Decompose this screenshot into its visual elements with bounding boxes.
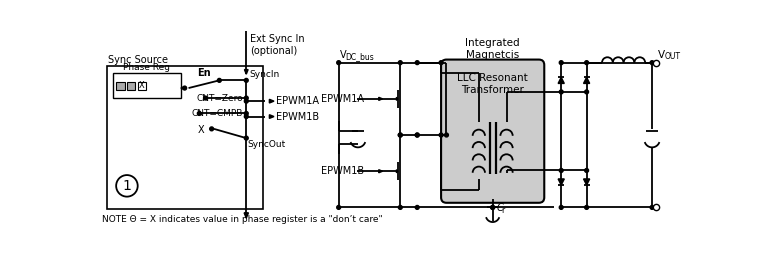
Text: CNT=CMPB: CNT=CMPB bbox=[192, 109, 243, 118]
Text: DC_bus: DC_bus bbox=[345, 52, 375, 61]
Circle shape bbox=[559, 205, 563, 209]
Text: Integrated
Magnetcis: Integrated Magnetcis bbox=[466, 38, 520, 60]
Circle shape bbox=[218, 78, 221, 82]
Text: SyncIn: SyncIn bbox=[250, 70, 280, 79]
Circle shape bbox=[584, 205, 588, 209]
Polygon shape bbox=[244, 70, 248, 74]
Circle shape bbox=[491, 205, 495, 209]
Text: V: V bbox=[658, 49, 666, 60]
Circle shape bbox=[204, 96, 208, 100]
Circle shape bbox=[439, 133, 443, 137]
Circle shape bbox=[337, 61, 341, 64]
Circle shape bbox=[650, 61, 654, 64]
Bar bbox=[116, 82, 125, 90]
Circle shape bbox=[491, 205, 495, 209]
Circle shape bbox=[415, 205, 419, 209]
Polygon shape bbox=[270, 115, 274, 118]
Text: OUT: OUT bbox=[664, 52, 680, 61]
Text: SyncOut: SyncOut bbox=[248, 140, 286, 149]
Bar bbox=[127, 82, 136, 90]
Polygon shape bbox=[378, 97, 382, 100]
Text: CNT=Zero: CNT=Zero bbox=[197, 93, 243, 103]
Circle shape bbox=[244, 96, 248, 100]
Text: 1: 1 bbox=[123, 179, 131, 193]
Circle shape bbox=[415, 133, 419, 137]
Circle shape bbox=[398, 133, 402, 137]
Circle shape bbox=[210, 127, 214, 131]
Circle shape bbox=[244, 112, 248, 116]
Text: LLC Resonant
Transformer: LLC Resonant Transformer bbox=[457, 73, 528, 95]
Polygon shape bbox=[397, 170, 398, 173]
Circle shape bbox=[398, 61, 402, 64]
Text: C: C bbox=[496, 203, 503, 213]
Polygon shape bbox=[397, 97, 398, 100]
Circle shape bbox=[337, 205, 341, 209]
Polygon shape bbox=[558, 77, 565, 83]
Text: X: X bbox=[139, 81, 145, 90]
Circle shape bbox=[244, 99, 248, 103]
Circle shape bbox=[398, 205, 402, 209]
Circle shape bbox=[650, 205, 654, 209]
Text: Sync Source: Sync Source bbox=[109, 55, 169, 65]
Polygon shape bbox=[181, 87, 185, 90]
Text: V: V bbox=[340, 49, 347, 60]
Circle shape bbox=[398, 133, 402, 137]
Bar bbox=[113, 74, 181, 98]
Circle shape bbox=[244, 78, 248, 82]
Circle shape bbox=[559, 61, 563, 64]
Circle shape bbox=[444, 133, 448, 137]
Circle shape bbox=[439, 61, 443, 64]
Text: EPWM1B: EPWM1B bbox=[321, 166, 364, 176]
Text: EPWM1B: EPWM1B bbox=[276, 112, 319, 121]
Text: r: r bbox=[501, 206, 504, 215]
Circle shape bbox=[415, 61, 419, 64]
Text: Phase Reg: Phase Reg bbox=[123, 63, 171, 72]
Circle shape bbox=[559, 169, 563, 172]
Text: X: X bbox=[198, 125, 204, 135]
FancyBboxPatch shape bbox=[441, 60, 545, 203]
Bar bbox=[138, 82, 146, 90]
Text: En: En bbox=[197, 68, 211, 78]
Polygon shape bbox=[558, 179, 565, 185]
Circle shape bbox=[244, 115, 248, 118]
Polygon shape bbox=[584, 77, 590, 83]
Polygon shape bbox=[584, 179, 590, 185]
Text: EPWM1A: EPWM1A bbox=[321, 94, 364, 104]
Circle shape bbox=[584, 169, 588, 172]
Text: EPWM1A: EPWM1A bbox=[276, 96, 319, 106]
Circle shape bbox=[198, 112, 201, 116]
Circle shape bbox=[584, 61, 588, 64]
Circle shape bbox=[116, 175, 138, 197]
Circle shape bbox=[584, 90, 588, 94]
Bar bbox=[107, 67, 264, 209]
Polygon shape bbox=[244, 213, 248, 218]
Circle shape bbox=[183, 86, 187, 90]
Text: Ext Sync In
(optional): Ext Sync In (optional) bbox=[250, 34, 305, 56]
Circle shape bbox=[244, 136, 248, 140]
Text: NOTE Θ = X indicates value in phase register is a "don’t care": NOTE Θ = X indicates value in phase regi… bbox=[102, 215, 382, 224]
Circle shape bbox=[415, 133, 419, 137]
Circle shape bbox=[559, 90, 563, 94]
Polygon shape bbox=[270, 99, 274, 103]
Polygon shape bbox=[378, 170, 382, 173]
